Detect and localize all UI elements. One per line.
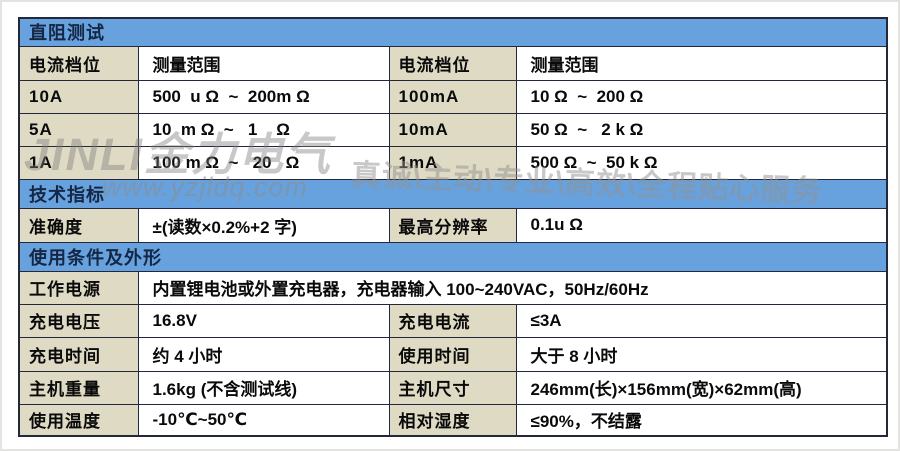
table-row: 电流档位 测量范围 电流档位 测量范围 (18, 45, 888, 81)
spec-value: ≤90%，不结露 (515, 403, 888, 437)
table-row: 1A 100 m Ω ~ 20 Ω 1mA 500 Ω ~ 50 k Ω (18, 145, 888, 180)
range-label: 10A (18, 79, 139, 114)
spec-value: 246mm(长)×156mm(宽)×62mm(高) (515, 370, 888, 405)
table-row: 技术指标 (18, 178, 888, 209)
col-header-measure-range-right: 测量范围 (515, 45, 888, 81)
table-row: 直阻测试 (18, 17, 888, 47)
table-row: 准确度 ±(读数×0.2%+2 字) 最高分辨率 0.1u Ω (18, 207, 888, 243)
range-label: 5A (18, 112, 139, 147)
spec-label: 准确度 (18, 207, 139, 243)
range-label: 1mA (388, 145, 517, 180)
range-label: 10mA (388, 112, 517, 147)
table-row: 使用温度 -10℃~50℃ 相对湿度 ≤90%，不结露 (18, 403, 888, 437)
spec-label: 主机重量 (18, 370, 139, 405)
spec-label: 相对湿度 (388, 403, 517, 437)
col-header-current-range-left: 电流档位 (18, 45, 139, 81)
spec-label: 工作电源 (18, 270, 139, 305)
spec-value: 16.8V (137, 303, 390, 338)
range-label: 100mA (388, 79, 517, 114)
spec-value: ≤3A (515, 303, 888, 338)
col-header-current-range-right: 电流档位 (388, 45, 517, 81)
spec-table: 直阻测试 电流档位 测量范围 电流档位 测量范围 10A 500 u Ω ~ 2… (18, 17, 888, 437)
range-value: 500 u Ω ~ 200m Ω (137, 79, 390, 114)
spec-value: 内置锂电池或外置充电器，充电器输入 100~240VAC，50Hz/60Hz (137, 270, 888, 305)
table-row: 使用条件及外形 (18, 241, 888, 272)
col-header-measure-range-left: 测量范围 (137, 45, 390, 81)
range-label: 1A (18, 145, 139, 180)
spec-value: 大于 8 小时 (515, 336, 888, 372)
table-row: 5A 10 m Ω ~ 1 Ω 10mA 50 Ω ~ 2 k Ω (18, 112, 888, 147)
spec-label: 最高分辨率 (388, 207, 517, 243)
range-value: 100 m Ω ~ 20 Ω (137, 145, 390, 180)
spec-value: 约 4 小时 (137, 336, 390, 372)
spec-value: ±(读数×0.2%+2 字) (137, 207, 390, 243)
range-value: 10 Ω ~ 200 Ω (515, 79, 888, 114)
spec-label: 充电电压 (18, 303, 139, 338)
spec-label: 使用时间 (388, 336, 517, 372)
section-title-tech-specs: 技术指标 (18, 178, 888, 209)
spec-label: 充电电流 (388, 303, 517, 338)
spec-value: 1.6kg (不含测试线) (137, 370, 390, 405)
spec-label: 主机尺寸 (388, 370, 517, 405)
range-value: 50 Ω ~ 2 k Ω (515, 112, 888, 147)
spec-label: 使用温度 (18, 403, 139, 437)
table-row: 工作电源 内置锂电池或外置充电器，充电器输入 100~240VAC，50Hz/6… (18, 270, 888, 305)
spec-label: 充电时间 (18, 336, 139, 372)
table-row: 充电电压 16.8V 充电电流 ≤3A (18, 303, 888, 338)
table-row: 主机重量 1.6kg (不含测试线) 主机尺寸 246mm(长)×156mm(宽… (18, 370, 888, 405)
table-row: 10A 500 u Ω ~ 200m Ω 100mA 10 Ω ~ 200 Ω (18, 79, 888, 114)
spec-value: -10℃~50℃ (137, 403, 390, 437)
spec-value: 0.1u Ω (515, 207, 888, 243)
range-value: 10 m Ω ~ 1 Ω (137, 112, 390, 147)
range-value: 500 Ω ~ 50 k Ω (515, 145, 888, 180)
section-title-usage: 使用条件及外形 (18, 241, 888, 272)
section-title-dc-test: 直阻测试 (18, 17, 888, 47)
table-row: 充电时间 约 4 小时 使用时间 大于 8 小时 (18, 336, 888, 372)
